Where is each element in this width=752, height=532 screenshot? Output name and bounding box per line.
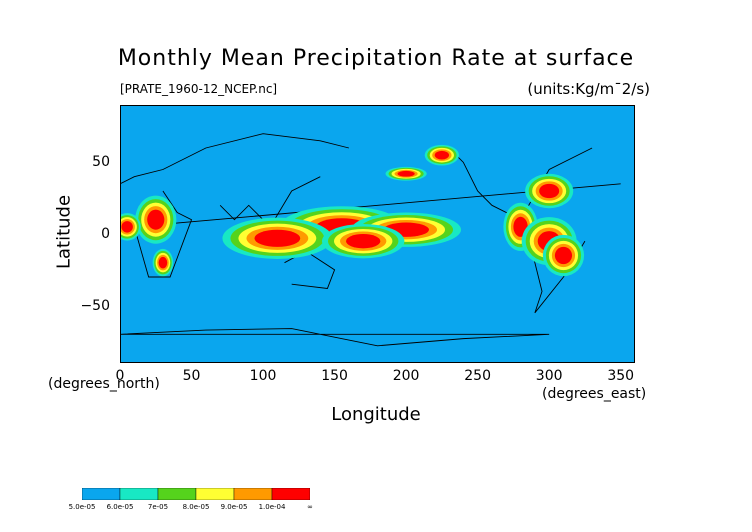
coastline [120, 133, 349, 185]
y-tick-label: 0 [101, 226, 110, 242]
x-axis-label: Longitude [331, 404, 421, 425]
precip-region [397, 170, 415, 177]
x-tick-label: 50 [182, 368, 201, 384]
precip-region [147, 209, 165, 230]
map-canvas [120, 133, 621, 347]
colorbar-tick-label: 7e-05 [147, 503, 169, 511]
x-axis-units: (degrees_east) [542, 386, 647, 402]
precip-region [346, 234, 381, 249]
coastline [120, 328, 550, 347]
y-tick-label: −50 [80, 297, 110, 314]
units-label: (units:Kg/m¯2/s) [527, 80, 650, 98]
precip-region [539, 183, 560, 199]
colorbar-tick-label: 8.0e-05 [182, 503, 210, 511]
colorbar-tick-label: 6.0e-05 [106, 503, 134, 511]
colorbar-tick-label: 1.0e-04 [258, 503, 286, 511]
file-label: [PRATE_1960-12_NCEP.nc] [120, 82, 278, 96]
colorbar-tick-label: ∞ [307, 503, 313, 511]
precip-region [554, 246, 573, 265]
colorbar-swatch [157, 488, 197, 500]
precip-region [158, 256, 168, 269]
coastline [219, 176, 321, 228]
colorbar [82, 488, 310, 500]
y-tick-label: 50 [92, 154, 110, 171]
x-tick-label: 100 [249, 368, 277, 384]
x-tick-label: 200 [392, 368, 420, 384]
x-tick-label: 0 [115, 368, 125, 384]
colorbar-swatch [82, 488, 121, 500]
colorbar-swatch [195, 488, 235, 500]
colorbar-swatch [271, 488, 310, 500]
coastline [448, 147, 593, 221]
precip-region [434, 150, 450, 160]
colorbar-tick-label: 9.0e-05 [220, 503, 248, 511]
colorbar-swatch [119, 488, 159, 500]
precip-region [254, 229, 301, 247]
precipitation-map [120, 105, 635, 363]
y-axis-units: (degrees_north) [48, 376, 160, 392]
x-tick-label: 150 [321, 368, 348, 384]
precip-region [121, 221, 133, 233]
x-tick-label: 300 [535, 368, 563, 384]
precip-regions [120, 144, 585, 277]
chart-title: Monthly Mean Precipitation Rate at surfa… [117, 46, 635, 71]
colorbar-tick-label: 5.0e-05 [68, 503, 96, 511]
colorbar-swatch [233, 488, 273, 500]
x-tick-label: 350 [607, 368, 635, 384]
x-tick-label: 250 [464, 368, 491, 384]
